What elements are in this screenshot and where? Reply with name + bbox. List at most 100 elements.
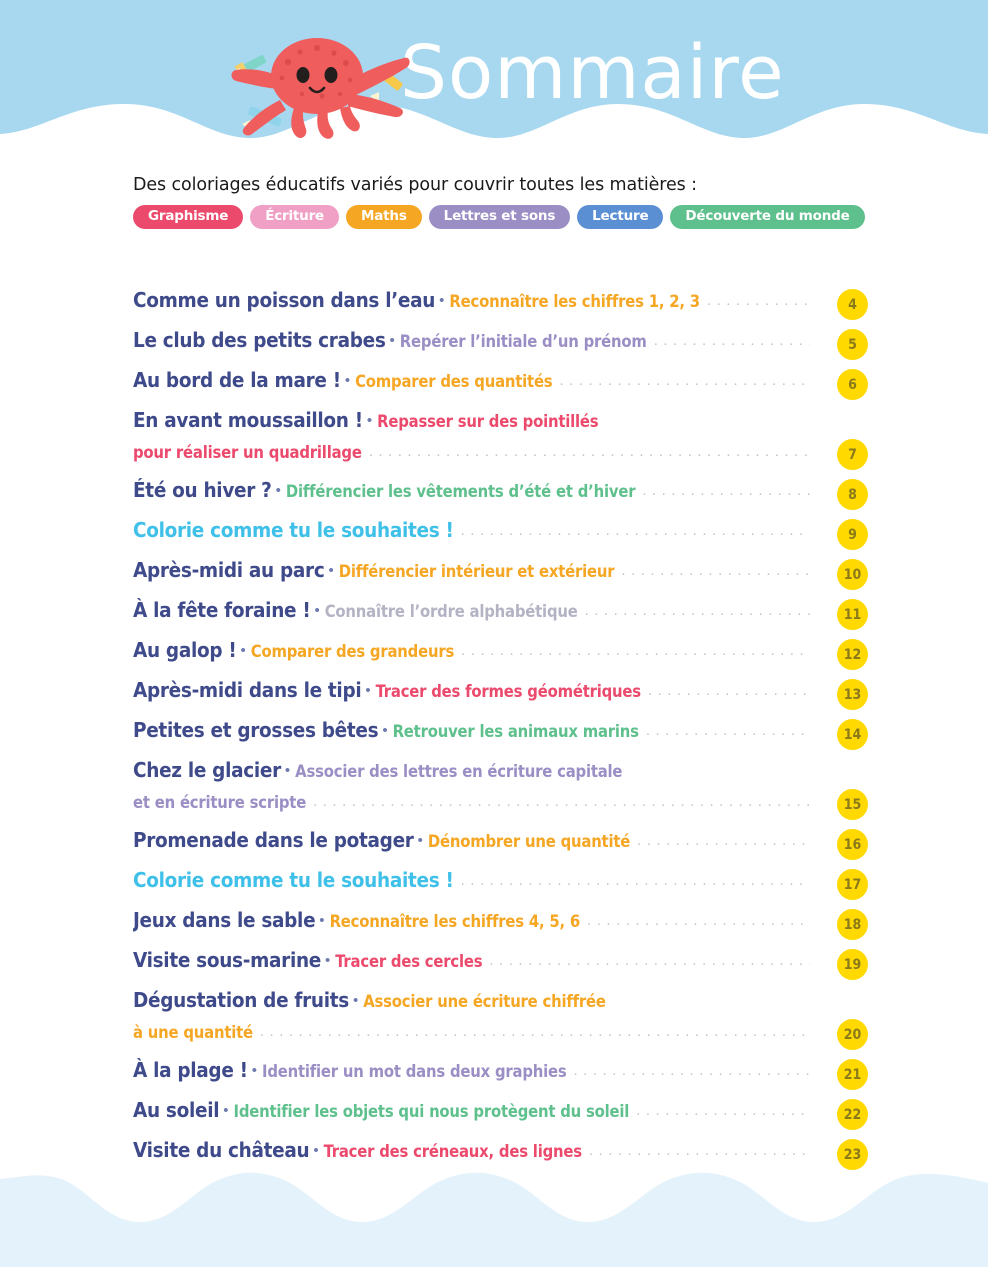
page-number-badge[interactable]: 4: [837, 289, 868, 320]
page-number-badge[interactable]: 19: [837, 949, 868, 980]
dot-leader: ........................................…: [460, 872, 810, 889]
page-number-badge[interactable]: 5: [837, 329, 868, 360]
toc-entry-line: À la fête foraine ! • Connaître l’ordre al…: [133, 595, 810, 628]
subject-tag[interactable]: Écriture: [250, 205, 340, 229]
dot-leader: ........................................…: [584, 602, 810, 619]
toc-entry-line: Au bord de la mare ! • Comparer des quanti…: [133, 365, 810, 398]
toc-entry-bullet-icon: •: [352, 992, 359, 1009]
toc-entry[interactable]: Après-midi dans le tipi • Tracer des forme…: [133, 675, 868, 715]
page-number-badge[interactable]: 15: [837, 789, 868, 820]
page-number-badge[interactable]: 17: [837, 869, 868, 900]
toc-entry[interactable]: À la fête foraine ! • Connaître l’ordre al…: [133, 595, 868, 635]
toc-entry[interactable]: Comme un poisson dans l’eau • Reconnaître …: [133, 285, 868, 325]
subject-tag[interactable]: Maths: [346, 205, 422, 229]
toc-entry[interactable]: Été ou hiver ? • Différencier les vêtement…: [133, 475, 868, 515]
page-number-badge[interactable]: 18: [837, 909, 868, 940]
dot-leader: ........................................…: [489, 952, 810, 969]
toc-entry-subtitle: Tracer des formes géométriques: [375, 682, 641, 701]
toc-entry[interactable]: Au bord de la mare ! • Comparer des quanti…: [133, 365, 868, 405]
toc-entry-title: Dégustation de fruits: [133, 988, 349, 1012]
page-number-badge[interactable]: 10: [837, 559, 868, 590]
toc-entry[interactable]: Le club des petits crabes • Repérer l’init…: [133, 325, 868, 365]
page-number-badge[interactable]: 22: [837, 1099, 868, 1130]
toc-entry[interactable]: Colorie comme tu le souhaites !.........…: [133, 515, 868, 555]
footer-wave-decoration: [0, 1172, 988, 1267]
dot-leader: ........................................…: [573, 1062, 810, 1079]
toc-entry-line: Été ou hiver ? • Différencier les vêtement…: [133, 475, 810, 508]
subject-tag[interactable]: Lecture: [577, 205, 664, 229]
subject-tag[interactable]: Découverte du monde: [670, 205, 865, 229]
toc-entry-line: Au soleil • Identifier les objets qui nous…: [133, 1095, 810, 1128]
page-number-badge[interactable]: 12: [837, 639, 868, 670]
toc-entry[interactable]: Colorie comme tu le souhaites !.........…: [133, 865, 868, 905]
toc-entry-title: Visite sous-marine: [133, 948, 322, 972]
toc-entry-line: Le club des petits crabes • Repérer l’init…: [133, 325, 810, 358]
toc-entry-subtitle: Comparer des grandeurs: [250, 642, 455, 661]
toc-entry-subtitle: Reconnaître les chiffres 1, 2, 3: [449, 292, 700, 311]
toc-entry-bullet-icon: •: [389, 332, 395, 349]
toc-entry-title: Après-midi au parc: [133, 558, 325, 582]
subject-tag-row: Graphisme Écriture Maths Lettres et sons Lec…: [133, 205, 893, 229]
toc-entry-bullet-icon: •: [240, 642, 246, 659]
toc-entry-title: Au bord de la mare !: [133, 368, 341, 392]
octopus-eye-right: [324, 67, 338, 83]
page-number-badge[interactable]: 21: [837, 1059, 868, 1090]
dot-leader: ........................................…: [637, 832, 810, 849]
page-number-badge[interactable]: 20: [837, 1019, 868, 1050]
toc-entry[interactable]: Petites et grosses bêtes • Retrouver les a…: [133, 715, 868, 755]
octopus-spots: [279, 45, 353, 99]
subject-tag[interactable]: Lettres et sons: [428, 205, 571, 229]
intro-section: Des coloriages éducatifs variés pour cou…: [133, 175, 893, 229]
toc-entry[interactable]: Dégustation de fruits • Associer une écrit…: [133, 985, 868, 1055]
toc-entry-line: À la plage ! • Identifier un mot dans deux…: [133, 1055, 810, 1088]
toc-entry-line: à une quantité..........................…: [133, 1018, 810, 1049]
toc-entry-line: Visite du château • Tracer des créneaux, d…: [133, 1135, 810, 1168]
page-number-badge[interactable]: 7: [837, 439, 868, 470]
toc-entry-line: Colorie comme tu le souhaites !.........…: [133, 865, 810, 898]
toc-entry-subtitle-cont: pour réaliser un quadrillage: [133, 443, 362, 462]
dot-leader: ........................................…: [368, 443, 810, 460]
subject-tag[interactable]: Graphisme: [133, 205, 244, 229]
toc-entry-bullet-icon: •: [365, 682, 371, 699]
dot-leader: ........................................…: [636, 1102, 810, 1119]
page-number-badge[interactable]: 23: [837, 1139, 868, 1170]
toc-entry-subtitle: Identifier un mot dans deux graphies: [262, 1062, 567, 1081]
page-number-badge[interactable]: 14: [837, 719, 868, 750]
toc-entry[interactable]: Chez le glacier • Associer des lettres en …: [133, 755, 868, 825]
toc-entry-line: pour réaliser un quadrillage............…: [133, 438, 810, 469]
page-number-badge[interactable]: 11: [837, 599, 868, 630]
toc-entry-bullet-icon: •: [275, 482, 281, 499]
toc-entry[interactable]: Au soleil • Identifier les objets qui nous…: [133, 1095, 868, 1135]
page-number-badge[interactable]: 9: [837, 519, 868, 550]
toc-entry-subtitle: Tracer des cercles: [335, 952, 483, 971]
toc-entry[interactable]: En avant moussaillon ! • Repasser sur des …: [133, 405, 868, 475]
toc-entry-line: Après-midi dans le tipi • Tracer des forme…: [133, 675, 810, 708]
table-of-contents: Comme un poisson dans l’eau • Reconnaître …: [133, 285, 868, 1175]
toc-entry-title: Le club des petits crabes: [133, 328, 386, 352]
toc-entry-subtitle-cont: et en écriture scripte: [133, 793, 307, 812]
toc-entry-title: Visite du château: [133, 1138, 310, 1162]
toc-entry-bullet-icon: •: [439, 292, 445, 309]
page-number-badge[interactable]: 13: [837, 679, 868, 710]
toc-entry-subtitle: Retrouver les animaux marins: [392, 722, 639, 741]
page-number-badge[interactable]: 6: [837, 369, 868, 400]
toc-entry-title: Colorie comme tu le souhaites !: [133, 868, 454, 892]
toc-entry[interactable]: Jeux dans le sable • Reconnaître les chiff…: [133, 905, 868, 945]
dot-leader: ........................................…: [461, 642, 810, 659]
toc-entry-bullet-icon: •: [223, 1102, 229, 1119]
toc-entry[interactable]: Après-midi au parc • Différencier intérieu…: [133, 555, 868, 595]
toc-entry[interactable]: Visite sous-marine • Tracer des cercles...…: [133, 945, 868, 985]
toc-entry[interactable]: Promenade dans le potager • Dénombrer une …: [133, 825, 868, 865]
toc-entry[interactable]: À la plage ! • Identifier un mot dans deux…: [133, 1055, 868, 1095]
toc-entry-line: Comme un poisson dans l’eau • Reconnaître …: [133, 285, 810, 318]
intro-text: Des coloriages éducatifs variés pour cou…: [133, 175, 697, 195]
toc-entry[interactable]: Au galop ! • Comparer des grandeurs.......…: [133, 635, 868, 675]
page-number-badge[interactable]: 16: [837, 829, 868, 860]
toc-entry[interactable]: Visite du château • Tracer des créneaux, d…: [133, 1135, 868, 1175]
toc-entry-title: À la fête foraine !: [133, 598, 311, 622]
toc-entry-subtitle: Identifier les objets qui nous protègent…: [233, 1102, 630, 1121]
page-number-badge[interactable]: 8: [837, 479, 868, 510]
toc-entry-bullet-icon: •: [417, 832, 423, 849]
toc-entry-bullet-icon: •: [314, 602, 320, 619]
toc-entry-title: Jeux dans le sable: [133, 908, 316, 932]
